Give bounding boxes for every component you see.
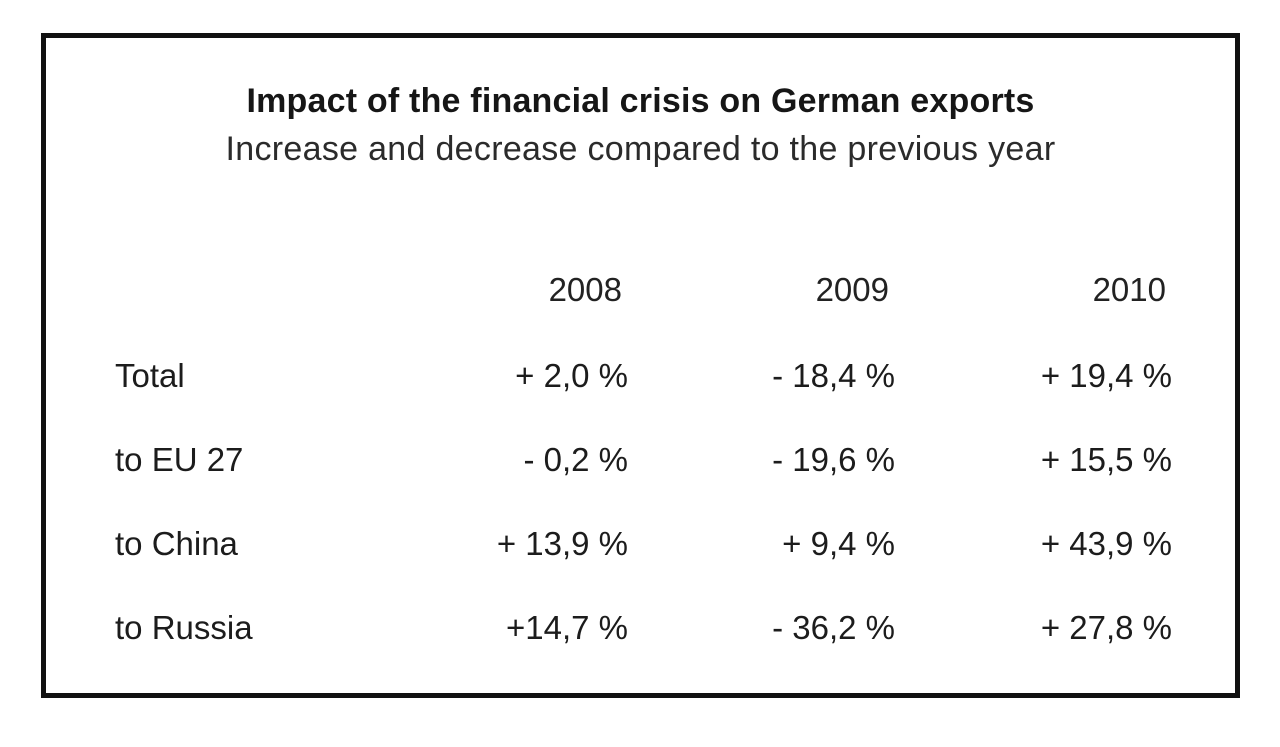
value-eu27-2008: - 0,2 % [523,441,628,478]
table-corner-cell [111,246,401,330]
row-label-total: Total [115,357,185,394]
value-eu27-2010: + 15,5 % [1040,441,1172,478]
value-russia-2010: + 27,8 % [1040,609,1172,646]
year-header-2008: 2008 [548,271,622,308]
exports-figure-box: Impact of the financial crisis on German… [41,33,1240,698]
row-label-eu27: to EU 27 [115,441,244,478]
value-total-2009: - 18,4 % [772,357,895,394]
value-eu27-2009: - 19,6 % [772,441,895,478]
value-china-2010: + 43,9 % [1040,525,1172,562]
value-china-2009: + 9,4 % [782,525,895,562]
value-russia-2008: +14,7 % [505,609,628,646]
year-header-2010: 2010 [1092,271,1166,308]
value-china-2008: + 13,9 % [496,525,628,562]
figure-title: Impact of the financial crisis on German… [246,82,1035,120]
row-label-russia: to Russia [115,609,253,646]
value-total-2008: + 2,0 % [515,357,628,394]
value-total-2010: + 19,4 % [1040,357,1172,394]
exports-data-table: 2008 2009 2010 Total + 2,0 % - 18,4 % + … [111,246,1172,670]
year-header-2009: 2009 [815,271,889,308]
value-russia-2009: - 36,2 % [772,609,895,646]
row-label-china: to China [115,525,238,562]
figure-subtitle: Increase and decrease compared to the pr… [225,130,1056,168]
